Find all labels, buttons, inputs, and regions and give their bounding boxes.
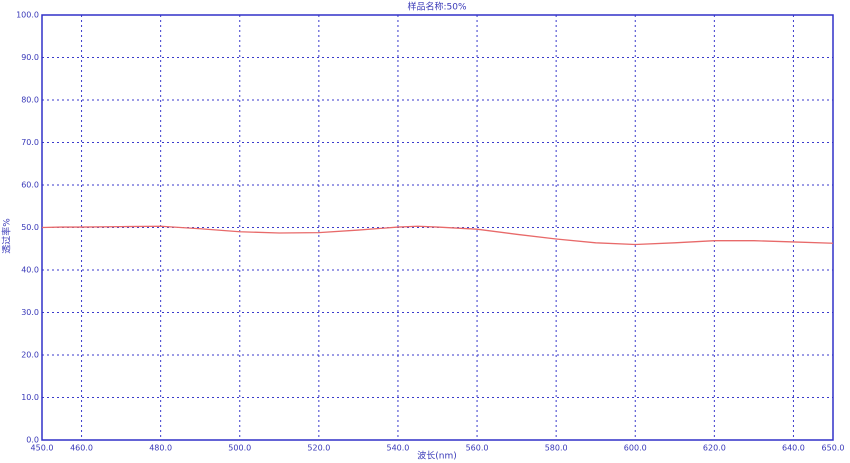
x-tick-label: 480.0 [149, 444, 172, 453]
y-tick-label: 20.0 [21, 351, 39, 360]
y-axis-label: 透过率% [1, 218, 13, 254]
x-tick-label: 500.0 [228, 444, 251, 453]
y-tick-label: 0.0 [26, 436, 39, 445]
x-axis-label: 波长(nm) [417, 450, 457, 462]
y-tick-label: 90.0 [21, 53, 39, 62]
chart-title: 样品名称:50% [407, 1, 466, 13]
y-tick-label: 10.0 [21, 393, 39, 402]
data-line [41, 225, 834, 246]
y-tick-label: 70.0 [21, 138, 39, 147]
x-tick-label: 560.0 [466, 444, 489, 453]
x-tick-label: 600.0 [624, 444, 647, 453]
x-tick-label: 540.0 [386, 444, 409, 453]
x-tick-label: 520.0 [307, 444, 330, 453]
x-tick-label: 450.0 [31, 444, 54, 453]
y-tick-label: 30.0 [21, 308, 39, 317]
y-tick-label: 80.0 [21, 96, 39, 105]
y-tick-label: 100.0 [16, 11, 39, 20]
y-tick-label: 60.0 [21, 181, 39, 190]
x-tick-label: 620.0 [703, 444, 726, 453]
x-tick-label: 460.0 [70, 444, 93, 453]
y-tick-label: 50.0 [21, 223, 39, 232]
x-tick-label: 650.0 [822, 444, 845, 453]
y-tick-label: 40.0 [21, 266, 39, 275]
x-tick-label: 580.0 [545, 444, 568, 453]
x-tick-label: 640.0 [782, 444, 805, 453]
